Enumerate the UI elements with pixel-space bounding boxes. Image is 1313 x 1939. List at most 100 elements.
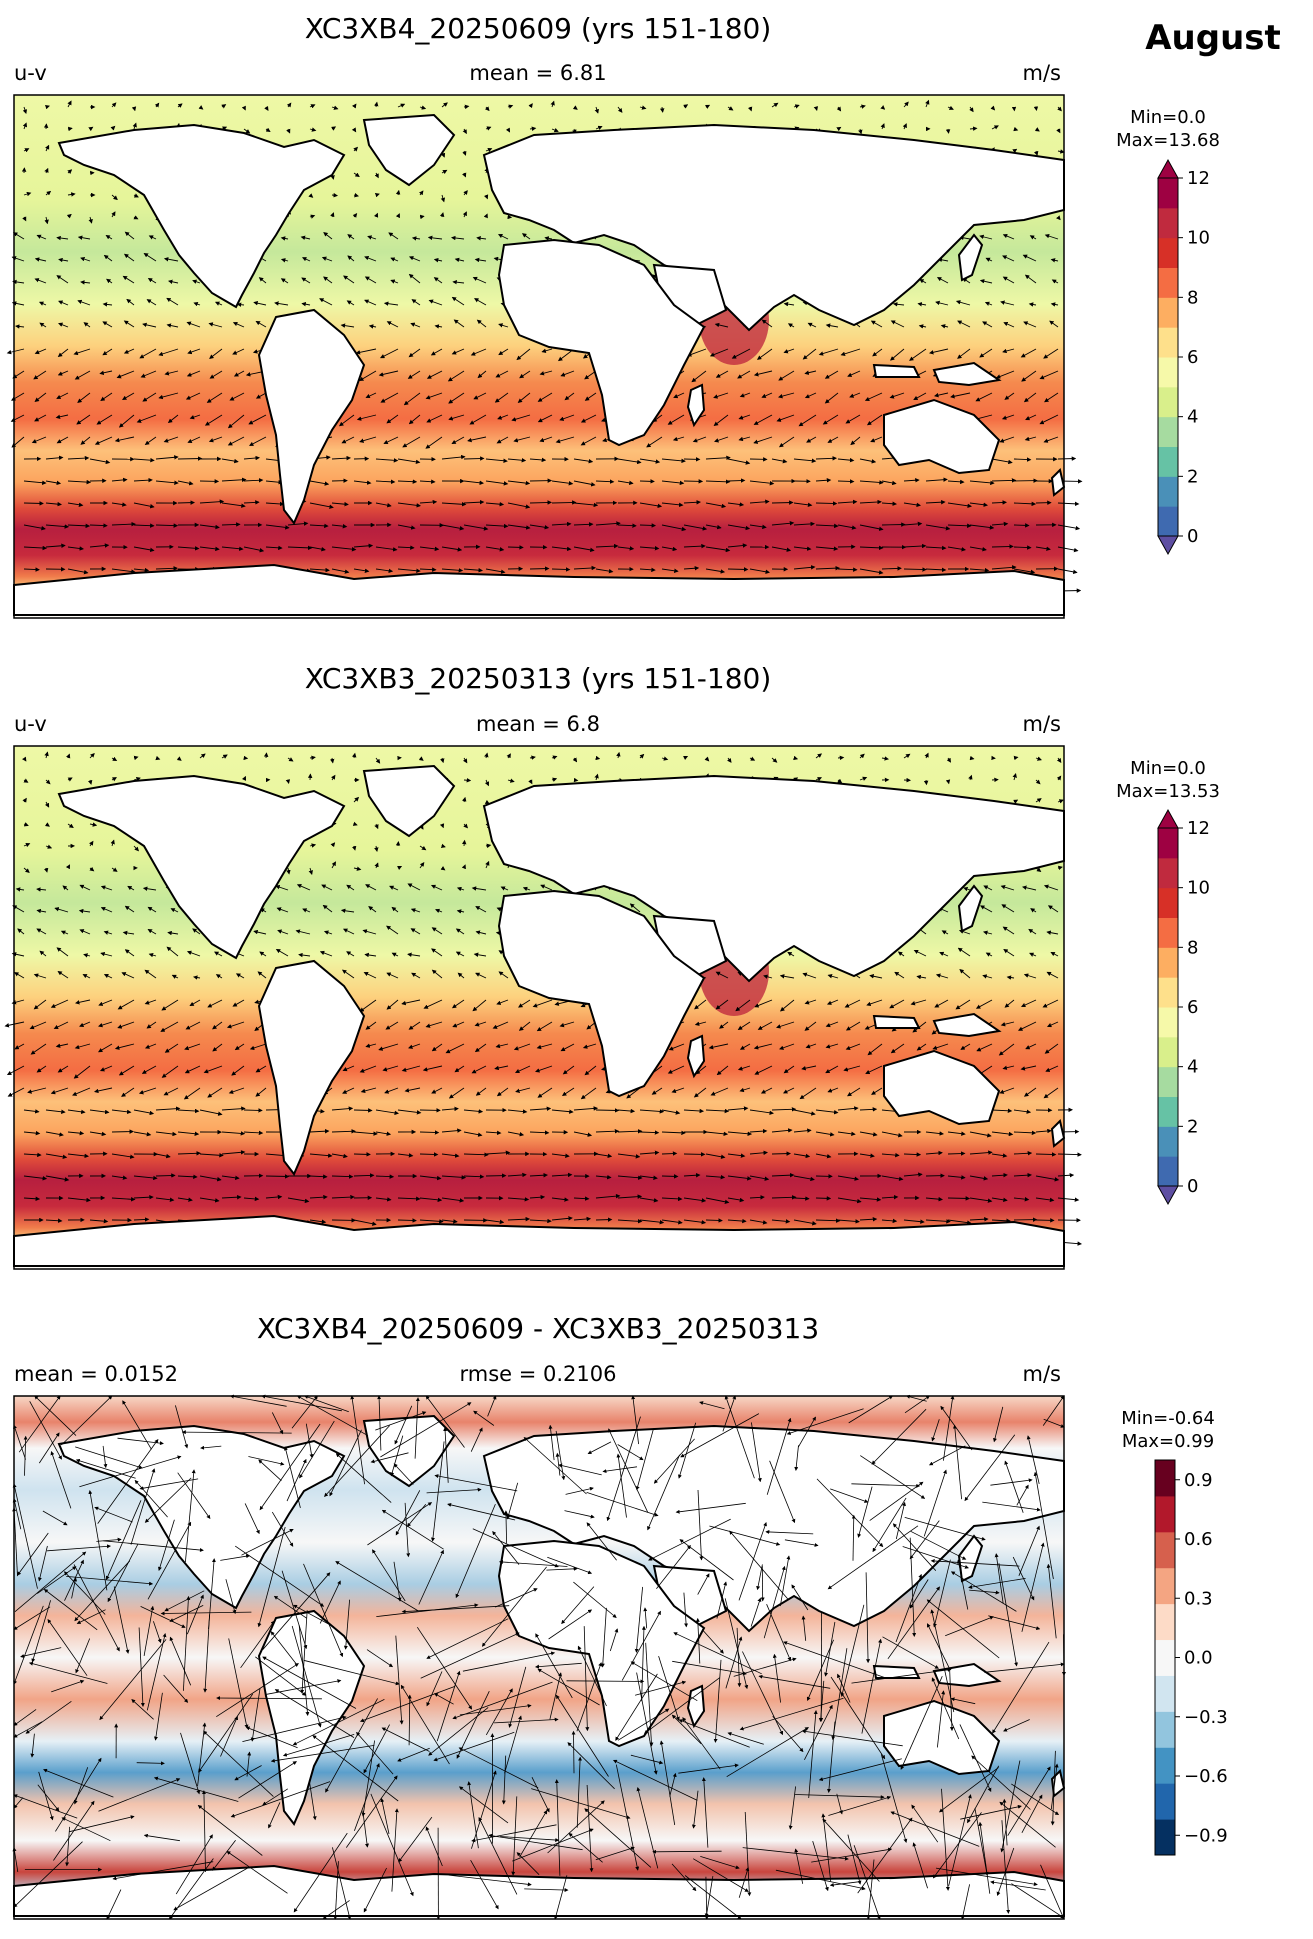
wind-vector: [375, 458, 399, 463]
wind-vector: [301, 301, 311, 307]
wind-vector: [925, 99, 930, 108]
wind-vector: [969, 106, 974, 113]
wind-vector: [929, 348, 949, 355]
wind-vector: [22, 122, 28, 130]
wind-vector: [163, 257, 179, 262]
wind-vector: [617, 458, 642, 465]
wind-vector: [771, 500, 794, 505]
wind-vector: [331, 126, 337, 131]
wind-vector: [1002, 233, 1015, 240]
colorbar-tick-label: 4: [1187, 1057, 1198, 1078]
wind-vector: [476, 236, 487, 241]
panel-1-max-text: Max=13.68: [1116, 130, 1220, 151]
wind-vector: [1025, 414, 1037, 421]
wind-vector: [713, 392, 729, 399]
wind-vector: [34, 392, 47, 402]
wind-vector: [787, 323, 795, 328]
wind-vector: [353, 146, 359, 152]
wind-vector: [15, 324, 25, 329]
wind-vector: [6, 348, 25, 355]
wind-vector: [229, 392, 245, 401]
wind-vector: [193, 302, 201, 307]
wind-vector: [485, 458, 508, 463]
wind-vector: [131, 106, 137, 112]
wind-vector: [331, 105, 339, 110]
wind-vector: [206, 392, 223, 403]
wind-vector: [859, 104, 866, 109]
wind-vector: [111, 102, 117, 108]
wind-vector: [425, 436, 443, 449]
wind-vector: [564, 392, 575, 401]
wind-vector: [155, 480, 179, 485]
wind-vector: [386, 414, 399, 424]
wind-vector: [957, 320, 971, 328]
wind-vector: [323, 276, 333, 284]
wind-vector: [80, 257, 91, 262]
wind-vector: [727, 106, 734, 111]
wind-vector: [859, 458, 877, 464]
colorbar-tick-label: 0: [1187, 1176, 1198, 1197]
colorbar-segment: [1158, 947, 1178, 978]
colorbar-tick-label: −0.6: [1184, 1766, 1228, 1787]
wind-vector: [1044, 233, 1059, 240]
wind-vector: [747, 106, 753, 112]
wind-vector: [539, 436, 553, 443]
wind-vector: [902, 123, 907, 130]
wind-vector: [58, 300, 69, 306]
wind-diff-vector: [571, 1730, 576, 1774]
wind-vector: [975, 392, 993, 402]
wind-vector: [419, 105, 427, 110]
wind-vector: [595, 125, 603, 130]
colorbar-segment: [1158, 1156, 1178, 1187]
wind-vector: [209, 370, 223, 379]
wind-vector: [243, 478, 264, 483]
wind-vector: [858, 128, 863, 135]
wind-vector: [34, 414, 47, 422]
wind-vector: [39, 322, 47, 328]
wind-vector: [753, 370, 773, 377]
wind-vector: [519, 370, 531, 379]
wind-vector: [44, 167, 49, 174]
wind-vector: [673, 392, 685, 399]
wind-vector: [494, 392, 509, 403]
wind-vector: [341, 436, 355, 444]
panel-2-center-label: mean = 6.8: [476, 712, 600, 736]
wind-vector: [646, 436, 663, 448]
wind-vector: [147, 278, 157, 284]
wind-vector: [727, 458, 751, 465]
wind-vector: [1049, 320, 1059, 328]
wind-vector: [850, 436, 861, 446]
wind-vector: [67, 479, 92, 485]
wind-vector: [947, 1196, 971, 1201]
wind-vector: [433, 277, 443, 284]
wind-vector: [880, 123, 885, 130]
wind-vector: [1023, 321, 1037, 328]
wind-vector: [923, 779, 929, 786]
panel-2-min-text: Min=0.0: [1130, 758, 1206, 779]
wind-vector: [709, 348, 729, 357]
wind-vector: [979, 279, 993, 284]
wind-vector: [463, 777, 472, 783]
wind-vector: [804, 392, 817, 399]
panel-2: XC3XB3_20250313 (yrs 151-180) u-v mean =…: [4, 662, 1220, 1270]
wind-vector: [580, 414, 597, 423]
panel-1-min-text: Min=0.0: [1130, 107, 1206, 128]
wind-vector: [783, 301, 795, 307]
wind-vector: [1034, 127, 1040, 132]
colorbar-segment: [1155, 1567, 1175, 1605]
wind-vector: [133, 477, 153, 483]
wind-vector: [58, 257, 69, 263]
colorbar-tick-label: 0.6: [1184, 1529, 1213, 1550]
wind-vector: [232, 321, 245, 328]
wind-vector: [45, 144, 50, 152]
wind-vector: [507, 104, 514, 109]
wind-vector: [265, 127, 271, 132]
colorbar-tick-label: 0: [1187, 526, 1198, 547]
wind-vector: [142, 392, 157, 402]
wind-vector: [66, 213, 72, 219]
wind-vector: [940, 324, 949, 329]
wind-vector: [34, 257, 47, 262]
wind-vector: [255, 320, 267, 328]
wind-vector: [573, 777, 579, 783]
panel-2-right-label: m/s: [1023, 712, 1061, 736]
